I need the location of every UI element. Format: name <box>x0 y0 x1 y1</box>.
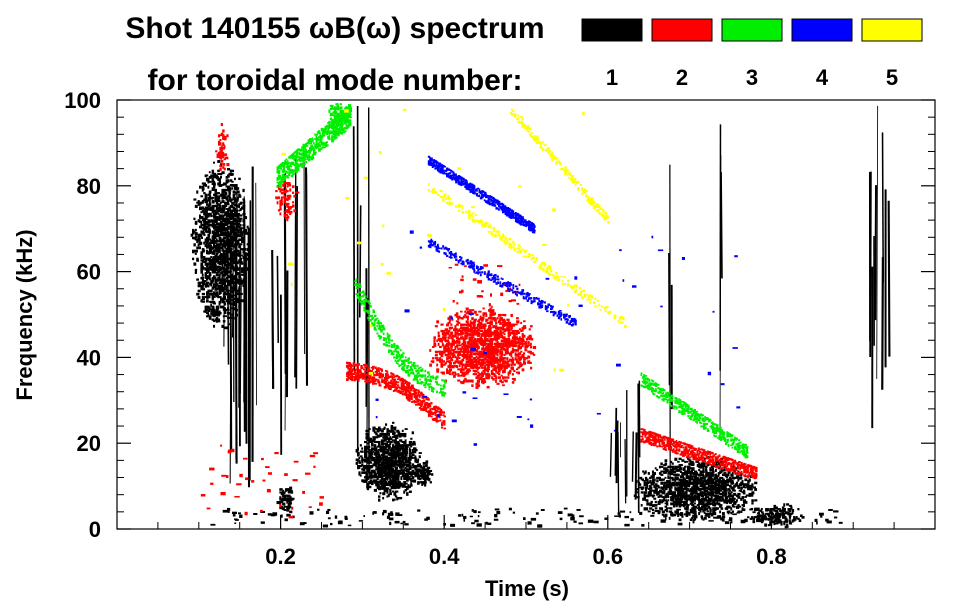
mode-1-region <box>719 124 723 436</box>
y-tick-label: 40 <box>77 345 101 370</box>
axis-ticks: 0 20 40 60 80 100 0.2 0.4 0.6 0.8 <box>64 88 935 569</box>
y-tick-label: 0 <box>89 517 101 542</box>
legend-label-mode-1: 1 <box>606 65 618 90</box>
spectrogram-data <box>190 103 891 529</box>
x-tick-label: 0.4 <box>429 544 460 569</box>
chart-title-line1: Shot 140155 ωB(ω) spectrum <box>125 12 544 45</box>
mode-2-region <box>275 180 300 222</box>
mode-3-region <box>354 278 447 397</box>
legend-label-mode-5: 5 <box>886 65 898 90</box>
y-axis-label: Frequency (kHz) <box>12 229 37 400</box>
mode-5-region <box>427 183 627 329</box>
legend-label-mode-2: 2 <box>676 65 688 90</box>
mode-5-region <box>281 108 585 375</box>
mode-3-region <box>640 372 749 459</box>
mode-1-region <box>284 152 309 389</box>
x-tick-label: 0.2 <box>265 544 296 569</box>
legend-swatch-mode-4 <box>791 18 853 42</box>
mode-2-region <box>346 361 446 430</box>
y-tick-label: 100 <box>64 88 101 113</box>
mode-2-region <box>429 307 537 389</box>
mode-2-region <box>640 428 758 480</box>
legend-swatch-mode-3 <box>721 18 783 42</box>
mode-1-region <box>355 421 422 502</box>
x-axis-label: Time (s) <box>485 576 569 601</box>
mode-4-region <box>427 238 577 327</box>
mode-4-region <box>427 155 536 234</box>
mode-2-region <box>215 123 230 171</box>
mode-5-region <box>509 108 610 224</box>
mode-1-region <box>223 166 289 488</box>
mode-1-region <box>668 164 673 483</box>
legend-swatch-mode-1 <box>581 18 643 42</box>
legend-label-mode-3: 3 <box>746 65 758 90</box>
mode-1-region <box>868 105 891 429</box>
x-tick-label: 0.8 <box>756 544 787 569</box>
chart-title-line2: for toroidal mode number: <box>148 64 523 97</box>
mode-1-region <box>411 460 434 487</box>
y-tick-label: 80 <box>77 174 101 199</box>
legend-swatch-mode-2 <box>651 18 713 42</box>
y-tick-label: 60 <box>77 260 101 285</box>
mode-1-region <box>210 507 843 528</box>
x-tick-label: 0.6 <box>593 544 624 569</box>
mode-1-region <box>749 503 805 529</box>
mode-3-region <box>328 103 351 135</box>
y-tick-label: 20 <box>77 431 101 456</box>
legend-label-mode-4: 4 <box>816 65 829 90</box>
legend: 1 2 3 4 5 <box>581 18 923 90</box>
mode-2-region <box>200 444 324 519</box>
mode-1-region <box>352 106 370 489</box>
mode-1-region <box>276 486 295 517</box>
mode-4-region <box>375 230 741 446</box>
legend-swatch-mode-5 <box>861 18 923 42</box>
